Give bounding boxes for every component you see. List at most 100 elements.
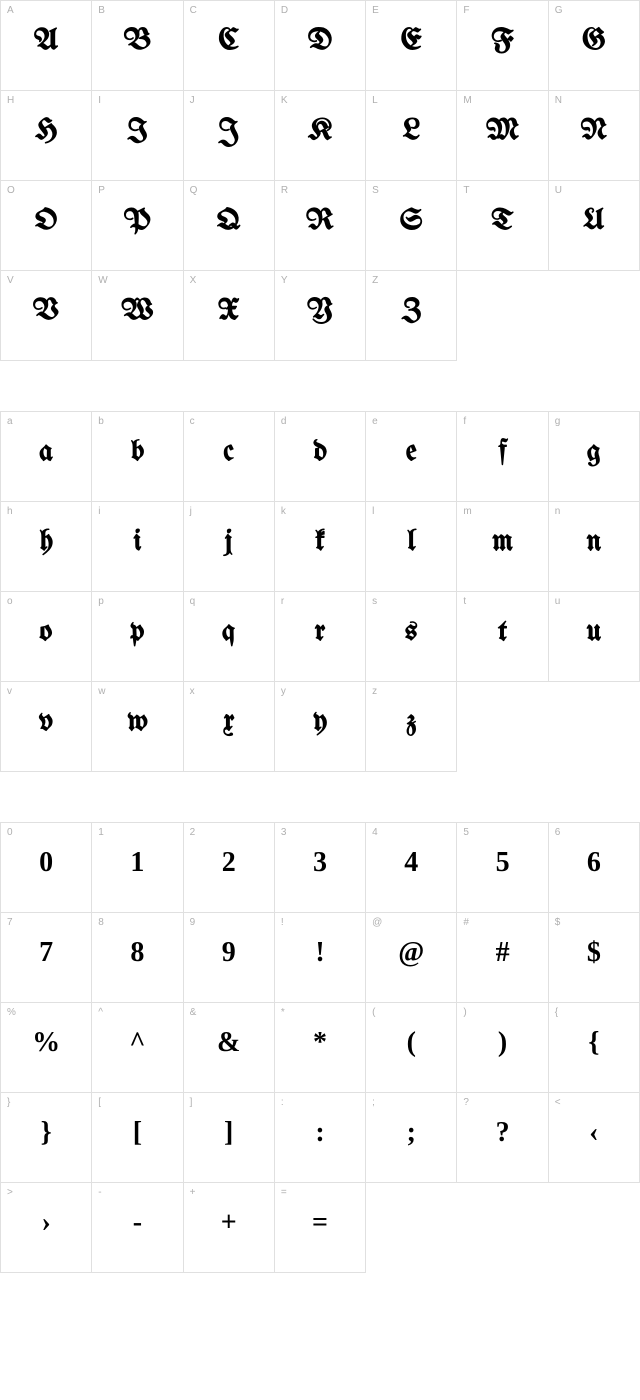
glyph: 0: [39, 847, 53, 879]
glyph-cell: UU: [549, 181, 640, 271]
cell-label: R: [281, 185, 288, 196]
glyph-cell: }}: [1, 1093, 92, 1183]
glyph: B: [124, 25, 151, 57]
glyph-cell: pp: [92, 592, 183, 682]
glyph: d: [313, 436, 327, 468]
glyph-cell: 55: [457, 823, 548, 913]
cell-label: j: [190, 506, 192, 517]
cell-label: $: [555, 917, 561, 928]
glyph: #: [496, 937, 510, 969]
cell-label: 0: [7, 827, 13, 838]
cell-label: k: [281, 506, 286, 517]
glyph-cell: CC: [184, 1, 275, 91]
glyph: [: [133, 1117, 142, 1149]
cell-label: 9: [190, 917, 196, 928]
cell-label: r: [281, 596, 284, 607]
glyph: n: [586, 526, 601, 558]
cell-label: &: [190, 1007, 197, 1018]
cell-label: :: [281, 1097, 284, 1108]
cell-label: ?: [463, 1097, 469, 1108]
glyph-cell: ww: [92, 682, 183, 772]
glyph: %: [32, 1027, 60, 1059]
cell-label: l: [372, 506, 374, 517]
glyph-cell: oo: [1, 592, 92, 682]
glyph-cell: zz: [366, 682, 457, 772]
cell-label: B: [98, 5, 105, 16]
glyph-cell: !!: [275, 913, 366, 1003]
glyph: t: [498, 616, 507, 648]
glyph-cell: RR: [275, 181, 366, 271]
cell-label: i: [98, 506, 100, 517]
glyph: f: [499, 436, 506, 468]
glyph: r: [315, 616, 326, 648]
glyph-cell: ff: [457, 412, 548, 502]
glyph: ›: [41, 1207, 50, 1239]
glyph: Y: [307, 295, 333, 327]
glyph-cell: kk: [275, 502, 366, 592]
glyph-cell: DD: [275, 1, 366, 91]
glyph-cell: 77: [1, 913, 92, 1003]
glyph: x: [223, 706, 235, 738]
glyph-cell: HH: [1, 91, 92, 181]
cell-label: s: [372, 596, 377, 607]
cell-label: M: [463, 95, 471, 106]
cell-label: c: [190, 416, 195, 427]
glyph: V: [33, 295, 60, 327]
empty-cell: [366, 1183, 457, 1273]
empty-cell: [549, 271, 640, 361]
cell-label: 7: [7, 917, 13, 928]
cell-label: 6: [555, 827, 561, 838]
cell-label: +: [190, 1187, 196, 1198]
glyph: q: [222, 616, 235, 648]
glyph: ^: [129, 1027, 145, 1059]
glyph: A: [34, 25, 58, 57]
glyph: h: [39, 526, 52, 558]
glyph: E: [401, 25, 422, 57]
cell-label: P: [98, 185, 105, 196]
glyph-cell: >›: [1, 1183, 92, 1273]
glyph: }: [41, 1117, 52, 1149]
cell-label: *: [281, 1007, 285, 1018]
cell-label: D: [281, 5, 288, 16]
cell-label: [: [98, 1097, 101, 1108]
glyph: 7: [39, 937, 53, 969]
glyph-cell: QQ: [184, 181, 275, 271]
glyph-cell: ::: [275, 1093, 366, 1183]
glyph-cell: ee: [366, 412, 457, 502]
glyph: R: [306, 205, 334, 237]
glyph-cell: uu: [549, 592, 640, 682]
cell-label: e: [372, 416, 378, 427]
section-numbers-symbols: 00112233445566778899!!@@##$$%%^^&&**(())…: [0, 822, 640, 1273]
glyph: F: [491, 25, 514, 57]
glyph: g: [587, 436, 601, 468]
cell-label: X: [190, 275, 197, 286]
cell-label: {: [555, 1007, 558, 1018]
cell-label: <: [555, 1097, 561, 1108]
cell-label: n: [555, 506, 561, 517]
glyph-cell: OO: [1, 181, 92, 271]
cell-label: >: [7, 1187, 13, 1198]
glyph-cell: xx: [184, 682, 275, 772]
cell-label: V: [7, 275, 14, 286]
cell-label: N: [555, 95, 562, 106]
cell-label: d: [281, 416, 287, 427]
cell-label: ]: [190, 1097, 193, 1108]
cell-label: C: [190, 5, 197, 16]
glyph-cell: WW: [92, 271, 183, 361]
glyph-cell: aa: [1, 412, 92, 502]
glyph: P: [124, 205, 151, 237]
cell-label: 3: [281, 827, 287, 838]
cell-label: ): [463, 1007, 466, 1018]
glyph-cell: 99: [184, 913, 275, 1003]
glyph: 2: [222, 847, 236, 879]
glyph: J: [218, 115, 239, 147]
glyph: *: [313, 1027, 327, 1059]
glyph: U: [583, 205, 604, 237]
glyph: l: [407, 526, 415, 558]
cell-label: o: [7, 596, 13, 607]
cell-label: W: [98, 275, 107, 286]
glyph-cell: rr: [275, 592, 366, 682]
glyph-cell: PP: [92, 181, 183, 271]
glyph: W: [121, 295, 153, 327]
glyph: C: [218, 25, 239, 57]
